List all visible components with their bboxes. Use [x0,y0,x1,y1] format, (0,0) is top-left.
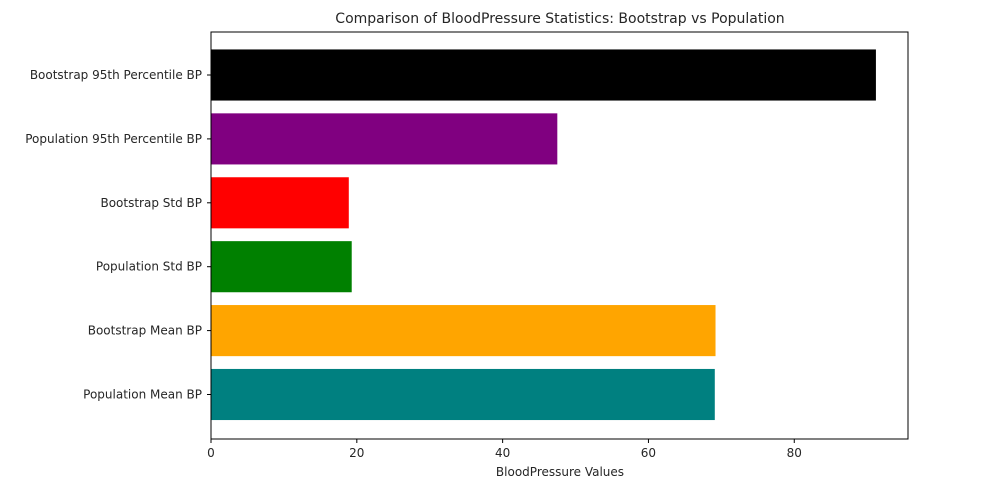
bar [211,368,715,421]
y-tick-label: Population Mean BP [83,388,202,402]
y-tick-label: Population Std BP [96,260,202,274]
x-axis: 0 20 40 60 80 [207,439,802,460]
bar [211,177,349,229]
y-tick-label: Population 95th Percentile BP [25,132,202,146]
x-tick-label: 60 [641,446,656,460]
bar [211,305,716,357]
x-tick-label: 20 [349,446,364,460]
x-tick-label: 80 [787,446,802,460]
x-tick-label: 0 [207,446,215,460]
y-tick-label: Bootstrap Std BP [100,196,202,210]
y-tick-label: Bootstrap 95th Percentile BP [30,68,202,82]
x-tick-label: 40 [495,446,510,460]
bar [211,113,558,165]
bars-layer [211,49,876,421]
y-tick-label: Bootstrap Mean BP [88,324,202,338]
chart-title: Comparison of BloodPressure Statistics: … [335,11,784,27]
y-axis: Population Mean BP Bootstrap Mean BP Popul… [25,68,211,402]
plot-frame [210,31,909,440]
bar [211,49,876,101]
x-axis-label: BloodPressure Values [496,465,624,479]
bar [211,241,352,293]
